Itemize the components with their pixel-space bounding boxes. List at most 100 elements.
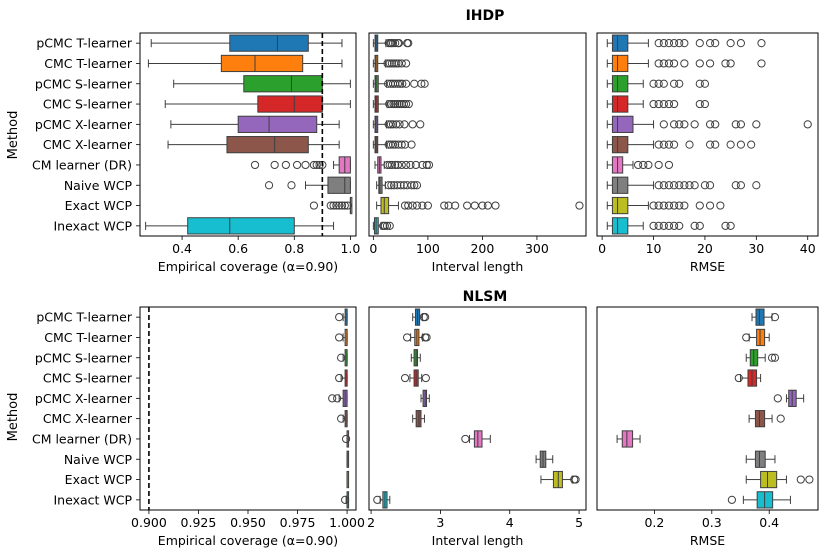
outlier bbox=[675, 79, 684, 88]
axes-frame bbox=[596, 32, 819, 237]
panel-4: 2 3 4 5 Interval length bbox=[367, 306, 587, 548]
outlier bbox=[385, 221, 394, 230]
outlier bbox=[264, 181, 274, 190]
outlier bbox=[270, 160, 279, 170]
outlier bbox=[731, 181, 740, 190]
outlier bbox=[392, 59, 401, 68]
outlier bbox=[695, 39, 704, 48]
outlier bbox=[773, 394, 782, 403]
outlier bbox=[391, 99, 400, 109]
outlier bbox=[716, 201, 725, 210]
x-tick-label: 0.2 bbox=[644, 515, 664, 530]
outlier bbox=[386, 120, 395, 129]
box-exact-wcp bbox=[309, 196, 353, 215]
outlier bbox=[392, 120, 401, 129]
outlier bbox=[669, 79, 679, 88]
outlier bbox=[341, 434, 351, 444]
y-tick-label: pCMC S-learner bbox=[35, 350, 133, 365]
outlier bbox=[675, 201, 684, 210]
outlier bbox=[680, 181, 689, 190]
box-cmc-t-learner bbox=[335, 328, 348, 347]
outlier bbox=[659, 201, 668, 210]
outlier bbox=[705, 39, 715, 48]
outlier bbox=[301, 160, 310, 170]
y-tick-label: CMC T-learner bbox=[44, 56, 133, 71]
box-iqr bbox=[220, 54, 304, 73]
outlier bbox=[805, 475, 814, 484]
outlier bbox=[767, 353, 777, 362]
outlier bbox=[726, 221, 735, 230]
outlier bbox=[644, 160, 653, 170]
outlier bbox=[734, 373, 743, 383]
box-cmc-s-learner bbox=[335, 369, 348, 387]
box-iqr bbox=[380, 196, 390, 215]
x-tick-label: 3 bbox=[436, 515, 444, 530]
outlier bbox=[721, 221, 730, 230]
y-tick-label: CM learner (DR) bbox=[32, 431, 132, 446]
box-iqr bbox=[229, 34, 309, 52]
outlier bbox=[391, 160, 400, 170]
x-tick-label: 0 bbox=[598, 241, 606, 256]
outlier bbox=[388, 140, 398, 149]
outlier bbox=[705, 140, 715, 149]
outlier bbox=[483, 201, 492, 210]
box-iqr bbox=[611, 54, 629, 73]
outlier bbox=[669, 181, 679, 190]
outlier bbox=[711, 39, 720, 48]
outlier bbox=[654, 140, 663, 149]
y-tick-label: pCMC X-learner bbox=[35, 117, 133, 132]
outlier bbox=[397, 160, 406, 170]
y-tick-label: pCMC S-learner bbox=[35, 76, 133, 91]
outlier bbox=[727, 495, 736, 504]
outlier bbox=[383, 59, 392, 68]
box-pcmc-x-learner bbox=[372, 115, 425, 133]
box-iqr bbox=[611, 176, 629, 194]
outlier bbox=[654, 181, 663, 190]
box-cm-learner-dr- bbox=[250, 156, 351, 174]
box-iqr bbox=[611, 75, 629, 93]
x-tick-label: 0.900 bbox=[131, 515, 167, 530]
outlier bbox=[680, 59, 689, 68]
box-exact-wcp bbox=[346, 470, 350, 489]
outlier bbox=[404, 39, 413, 48]
x-tick-label: 30 bbox=[748, 241, 764, 256]
outlier bbox=[328, 394, 337, 403]
outlier bbox=[421, 313, 430, 322]
outlier bbox=[654, 201, 663, 210]
outlier bbox=[654, 79, 663, 88]
box-pcmc-x-learner bbox=[606, 115, 812, 133]
x-tick-label: 1.0 bbox=[340, 241, 360, 256]
y-tick-label: CMC T-learner bbox=[44, 330, 133, 345]
box-iqr bbox=[611, 34, 629, 52]
box-iqr bbox=[237, 115, 318, 133]
box-pcmc-x-learner bbox=[170, 115, 340, 133]
outlier bbox=[333, 394, 342, 403]
outlier bbox=[680, 39, 689, 48]
box-inexact-wcp bbox=[145, 217, 335, 235]
outlier bbox=[700, 99, 710, 109]
x-tick-label: 10 bbox=[646, 241, 662, 256]
x-tick-label: 0.925 bbox=[181, 515, 217, 530]
box-naive-wcp bbox=[264, 176, 351, 194]
outlier bbox=[690, 120, 699, 129]
box-exact-wcp bbox=[606, 196, 725, 215]
outlier bbox=[575, 201, 584, 210]
outlier bbox=[731, 120, 740, 129]
box-cmc-x-learner bbox=[372, 136, 416, 154]
outlier bbox=[669, 201, 679, 210]
y-tick-label: CMC X-learner bbox=[43, 137, 133, 152]
outlier bbox=[736, 39, 746, 48]
outlier bbox=[654, 221, 663, 230]
outlier bbox=[385, 99, 394, 109]
box-cm-learner-dr- bbox=[341, 430, 351, 448]
box-pcmc-s-learner bbox=[606, 75, 710, 93]
outlier bbox=[384, 181, 393, 190]
outlier bbox=[382, 221, 392, 230]
outlier bbox=[470, 201, 479, 210]
box-inexact-wcp bbox=[341, 491, 350, 509]
x-tick-label: 1.000 bbox=[329, 515, 365, 530]
box-cmc-s-learner bbox=[372, 95, 413, 113]
box-cmc-x-learner bbox=[412, 410, 425, 428]
x-tick-label: 5 bbox=[575, 515, 583, 530]
